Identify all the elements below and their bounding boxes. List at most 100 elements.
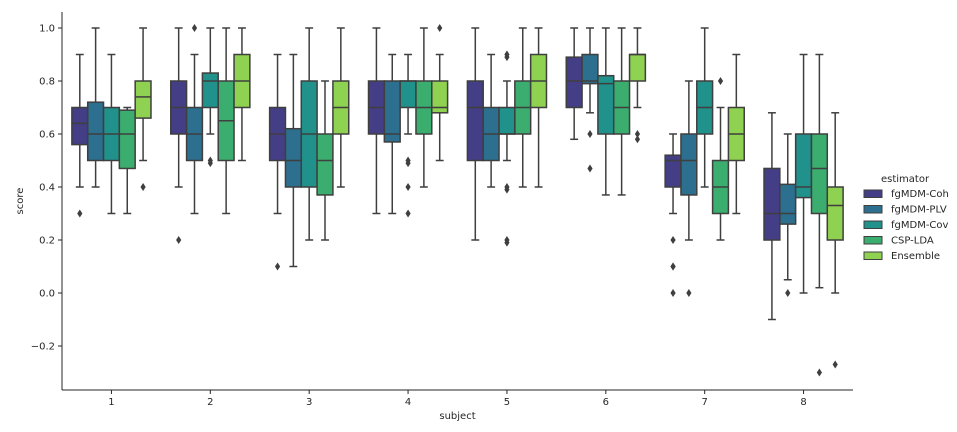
- outlier-point: [504, 238, 510, 247]
- y-tick-label: 1.0: [39, 24, 55, 35]
- box-iqr: [71, 106, 89, 146]
- box-fgMDM-PLV-subject-2: [185, 24, 204, 215]
- box-CSP-LDA-subject-6: [612, 27, 631, 196]
- legend-label-CSP-LDA: CSP-LDA: [891, 236, 934, 247]
- box-fgMDM-Coh-subject-8: [763, 112, 781, 321]
- box-iqr: [581, 53, 599, 85]
- legend-swatch-CSP-LDA: [863, 236, 883, 245]
- outlier-point: [77, 209, 83, 218]
- box-iqr: [779, 183, 797, 225]
- y-tick-label: −0.2: [31, 342, 55, 353]
- y-tick-label: 0.2: [39, 236, 55, 247]
- x-tick-label: 1: [108, 397, 114, 408]
- legend-swatch-Ensemble: [863, 251, 883, 260]
- box-iqr: [399, 80, 417, 109]
- x-axis-ticks: 1 2 3 4 5 6 7 8: [108, 390, 807, 408]
- box-Ensemble-subject-4: [431, 24, 449, 162]
- outlier-point: [140, 183, 146, 191]
- box-iqr: [383, 80, 401, 143]
- box-fgMDM-Cov-subject-5: [498, 50, 516, 247]
- x-tick-label: 3: [306, 397, 312, 408]
- legend-label-fgMDM-Cov: fgMDM-Cov: [891, 220, 949, 231]
- outlier-point: [274, 262, 281, 271]
- legend-swatch-fgMDM-Coh: [863, 189, 883, 198]
- x-tick-label: 4: [405, 397, 411, 408]
- box-CSP-LDA-subject-3: [316, 80, 334, 241]
- box-fgMDM-PLV-subject-8: [779, 133, 797, 297]
- y-tick-label: 0.0: [39, 289, 55, 300]
- box-fgMDM-Cov-subject-4: [399, 53, 417, 218]
- box-Ensemble-subject-5: [529, 27, 548, 188]
- box-iqr: [466, 80, 484, 162]
- legend-title: estimator: [881, 174, 930, 185]
- legend-swatch-fgMDM-Cov: [863, 220, 883, 229]
- outlier-point: [504, 185, 510, 194]
- outlier-point: [405, 209, 411, 218]
- box-iqr: [597, 74, 615, 135]
- outlier-point: [587, 164, 593, 173]
- box-fgMDM-Cov-subject-2: [201, 27, 219, 168]
- legend-label-Ensemble: Ensemble: [891, 251, 940, 262]
- box-iqr: [565, 56, 583, 109]
- box-CSP-LDA-subject-7: [711, 77, 730, 241]
- box-fgMDM-PLV-subject-6: [581, 27, 599, 173]
- outlier-point: [670, 262, 676, 271]
- box-iqr: [498, 106, 516, 135]
- box-CSP-LDA-subject-8: [810, 53, 829, 377]
- x-tick-label: 7: [702, 397, 708, 408]
- box-iqr: [794, 133, 813, 199]
- box-groups: [71, 24, 844, 377]
- box-fgMDM-PLV-subject-3: [284, 53, 303, 268]
- box-fgMDM-Cov-subject-6: [597, 27, 615, 196]
- outlier-point: [405, 159, 411, 168]
- box-fgMDM-Coh-subject-1: [71, 53, 89, 218]
- outlier-point: [437, 24, 443, 32]
- box-iqr: [431, 80, 449, 114]
- box-iqr: [86, 101, 105, 162]
- box-iqr: [810, 133, 829, 215]
- outlier-point: [686, 289, 692, 297]
- box-fgMDM-Coh-subject-6: [565, 27, 583, 141]
- outlier-point: [504, 53, 510, 62]
- x-axis-label: subject: [439, 411, 475, 422]
- outlier-point: [176, 236, 182, 244]
- box-iqr: [826, 186, 844, 241]
- outlier-point: [634, 130, 641, 138]
- outlier-point: [670, 236, 676, 244]
- legend-label-fgMDM-Coh: fgMDM-Coh: [891, 189, 949, 200]
- outlier-point: [207, 159, 213, 168]
- box-fgMDM-Cov-subject-7: [696, 27, 714, 188]
- box-fgMDM-PLV-subject-4: [383, 53, 401, 215]
- x-tick-label: 8: [800, 397, 806, 408]
- box-Ensemble-subject-8: [826, 112, 844, 369]
- x-tick-label: 5: [504, 397, 510, 408]
- outlier-point: [670, 289, 676, 297]
- box-Ensemble-subject-7: [727, 53, 745, 215]
- y-tick-label: 0.8: [39, 77, 55, 88]
- outlier-point: [191, 24, 198, 32]
- box-Ensemble-subject-2: [233, 27, 251, 162]
- box-fgMDM-PLV-subject-7: [680, 80, 698, 297]
- box-CSP-LDA-subject-1: [118, 106, 136, 215]
- outlier-point: [405, 183, 411, 191]
- outlier-point: [816, 368, 822, 377]
- x-tick-label: 6: [603, 397, 609, 408]
- legend-label-fgMDM-PLV: fgMDM-PLV: [891, 205, 947, 216]
- box-fgMDM-PLV-subject-1: [86, 27, 105, 188]
- box-fgMDM-PLV-subject-5: [482, 53, 500, 188]
- box-iqr: [134, 80, 152, 119]
- legend: estimator fgMDM-Coh fgMDM-PLV fgMDM-Cov CSP…: [863, 174, 949, 262]
- y-tick-label: 0.4: [39, 183, 55, 194]
- outlier-point: [785, 289, 791, 297]
- outlier-point: [587, 130, 593, 138]
- box-iqr: [284, 127, 303, 188]
- y-axis-label: score: [15, 188, 26, 215]
- box-CSP-LDA-subject-2: [217, 27, 235, 215]
- box-fgMDM-Cov-subject-1: [102, 53, 121, 215]
- box-iqr: [680, 133, 698, 196]
- box-iqr: [316, 133, 334, 196]
- outlier-point: [634, 135, 641, 144]
- box-fgMDM-Coh-subject-2: [170, 27, 188, 244]
- box-fgMDM-Coh-subject-7: [664, 133, 682, 297]
